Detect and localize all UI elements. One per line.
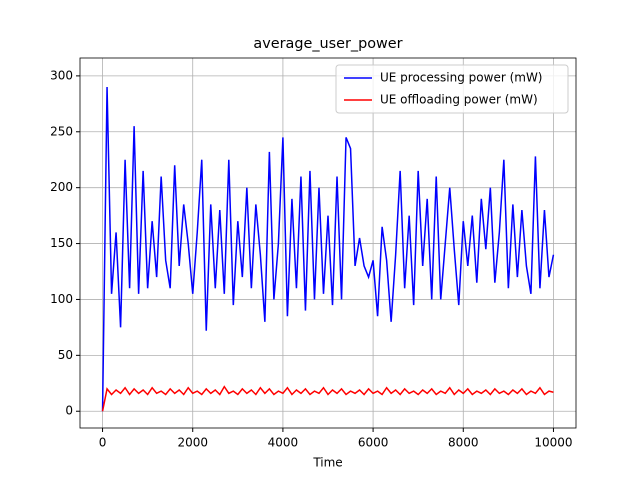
x-tick-label: 10000: [534, 436, 572, 450]
y-tick-label: 0: [65, 404, 73, 418]
x-axis-label: Time: [312, 456, 342, 470]
data-line: [101, 385, 554, 412]
x-tick-label: 2000: [177, 436, 208, 450]
y-tick-label: 100: [50, 292, 73, 306]
legend-box: [335, 64, 569, 114]
x-tick-label: 6000: [358, 436, 389, 450]
y-tick-label: 300: [50, 68, 73, 82]
y-tick-label: 200: [50, 180, 73, 194]
plot-frame: [79, 57, 577, 429]
legend-label: UE offloading power (mW): [380, 93, 538, 107]
x-tick-label: 8000: [448, 436, 479, 450]
y-tick-label: 150: [50, 236, 73, 250]
x-tick-label: 4000: [268, 436, 299, 450]
chart-title: average_user_power: [253, 36, 402, 52]
y-tick-label: 50: [58, 348, 73, 362]
data-line: [101, 87, 555, 412]
y-tick-label: 250: [50, 124, 73, 138]
x-tick-label: 0: [99, 436, 107, 450]
legend-label: UE processing power (mW): [380, 71, 543, 85]
